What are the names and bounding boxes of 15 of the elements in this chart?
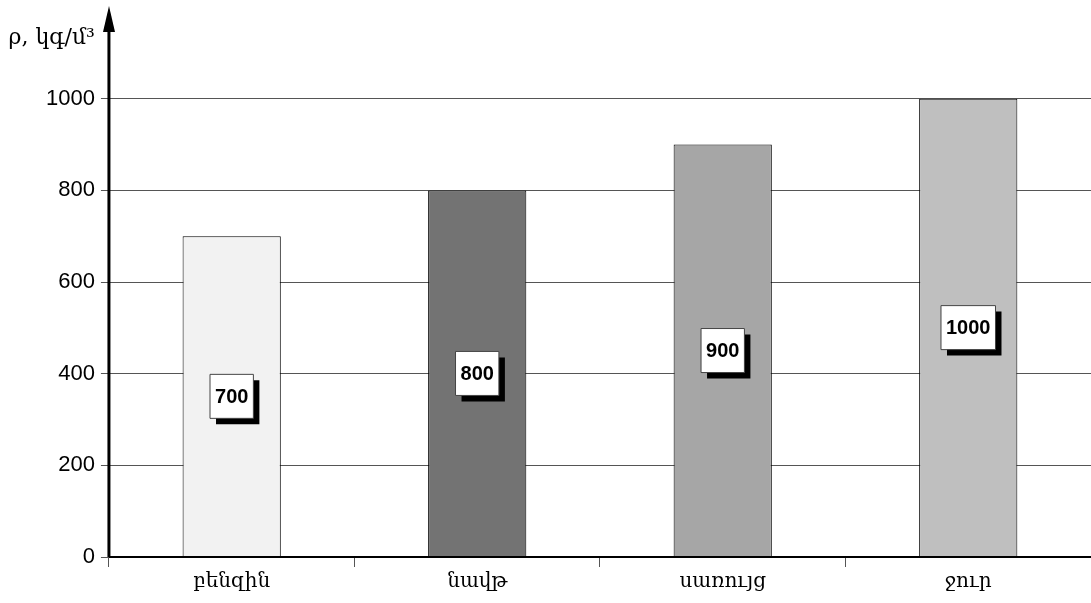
data-label: 900	[706, 339, 740, 362]
y-tick-label: 0	[82, 543, 95, 569]
x-tick-label: ջուր	[944, 568, 992, 593]
x-tick-label: նավթ	[447, 568, 509, 593]
y-tick-label: 400	[58, 359, 95, 385]
y-tick-label: 600	[58, 268, 95, 294]
y-tick-label: 1000	[45, 84, 95, 110]
y-tick-label: 800	[58, 176, 95, 202]
data-label: 700	[215, 384, 249, 407]
x-tick-label: բենզին	[193, 568, 271, 593]
x-tick-label: սառույց	[679, 568, 767, 593]
data-label: 800	[460, 361, 494, 384]
y-axis-title: ρ, կգ/մ³	[8, 23, 95, 49]
y-tick-label: 200	[58, 451, 95, 477]
data-label: 1000	[945, 316, 991, 339]
